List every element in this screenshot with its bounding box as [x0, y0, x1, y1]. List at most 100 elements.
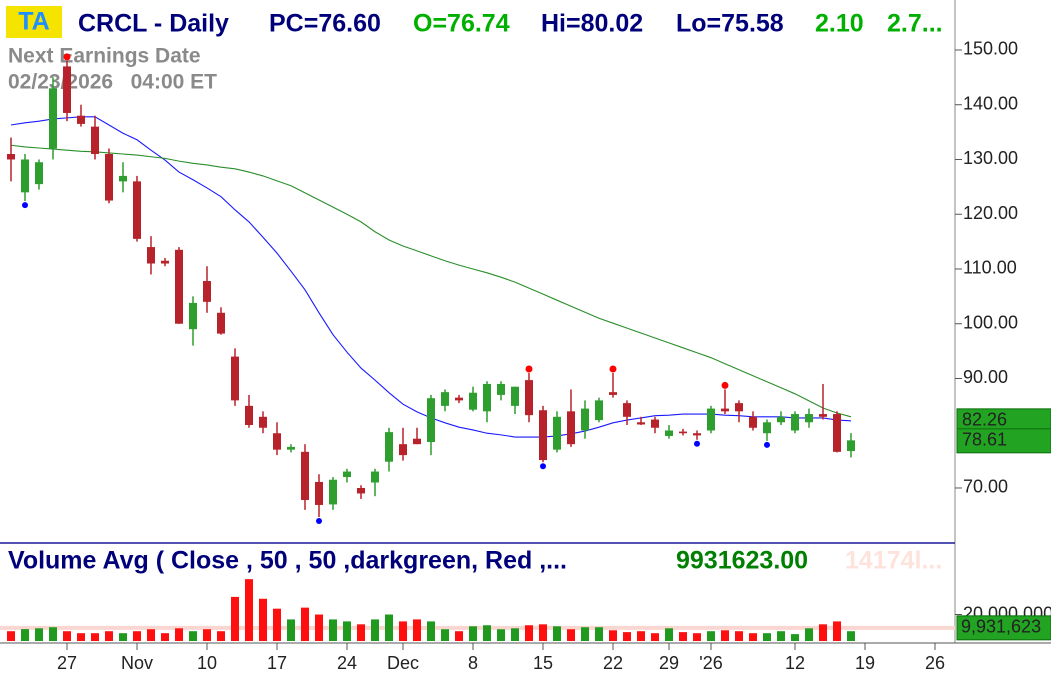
- candle-body: [763, 422, 771, 434]
- candle-body: [833, 414, 841, 452]
- y-tick-label: 90.00: [963, 367, 1008, 387]
- volume-bar: [819, 624, 827, 641]
- candle-body: [189, 302, 197, 330]
- low-value: Lo=75.58: [676, 10, 784, 38]
- y-tick-label: 70.00: [963, 477, 1008, 497]
- x-tick-label: 12: [785, 653, 805, 673]
- pivot-low-dot: [694, 440, 700, 447]
- change-percent: 2.7...: [887, 10, 943, 38]
- candle-body: [819, 414, 827, 417]
- candle-body: [707, 408, 715, 431]
- volume-bar: [315, 614, 323, 641]
- price-label: 82.26: [962, 410, 1007, 430]
- volume-bar: [259, 598, 267, 641]
- candle-body: [273, 433, 281, 450]
- y-tick-label: 150.00: [963, 39, 1018, 59]
- volume-bar: [469, 626, 477, 641]
- volume-bar: [455, 631, 463, 641]
- candle-body: [721, 408, 729, 412]
- candle-body: [175, 249, 183, 324]
- volume-bar: [301, 607, 309, 641]
- earnings-date: 02/23/2026 04:00 ET: [8, 71, 217, 94]
- pivot-high-dot: [721, 381, 729, 389]
- volume-bar: [665, 628, 673, 641]
- volume-bar: [203, 629, 211, 641]
- moving-average-line: [10, 144, 852, 418]
- candle-body: [581, 408, 589, 431]
- x-tick-label: 17: [267, 653, 287, 673]
- volume-bar: [245, 579, 253, 641]
- x-tick-label: Dec: [387, 653, 419, 673]
- candle-body: [371, 471, 379, 483]
- volume-avg-value: 9931623.00: [676, 547, 808, 575]
- symbol-title: CRCL - Daily: [78, 10, 229, 38]
- volume-bar: [343, 621, 351, 641]
- y-tick-label: 130.00: [963, 148, 1018, 168]
- volume-avg-axis-label: 9,931,623: [961, 617, 1041, 637]
- volume-bar: [791, 634, 799, 641]
- volume-bar: [273, 608, 281, 641]
- volume-bar: [679, 632, 687, 641]
- pivot-high-dot: [63, 53, 71, 61]
- candle-body: [525, 380, 533, 416]
- candle-body: [259, 416, 267, 428]
- candle-body: [511, 386, 519, 406]
- candle-body: [133, 181, 141, 239]
- volume-bar: [49, 627, 57, 641]
- price-label-box: [956, 428, 1051, 454]
- volume-bar: [63, 631, 71, 641]
- volume-bar: [413, 619, 421, 641]
- volume-bar: [147, 629, 155, 641]
- volume-bar: [329, 619, 337, 641]
- x-tick-label: 10: [197, 653, 217, 673]
- pivot-low-dot: [540, 463, 546, 470]
- x-tick-label: '26: [699, 653, 722, 673]
- pivot-high-dot: [609, 365, 617, 373]
- volume-bar: [21, 629, 29, 641]
- candle-body: [455, 397, 463, 401]
- volume-bar: [371, 619, 379, 641]
- candle-body: [91, 126, 99, 155]
- candle-body: [217, 312, 225, 334]
- candle-body: [735, 403, 743, 412]
- pivot-low-dot: [764, 441, 770, 448]
- pivot-low-dot: [316, 517, 322, 524]
- volume-bar: [749, 633, 757, 641]
- candle-body: [679, 431, 687, 434]
- volume-bar: [497, 629, 505, 641]
- candle-body: [665, 430, 673, 436]
- volume-bar: [35, 628, 43, 641]
- candle-body: [539, 410, 547, 461]
- volume-bar: [623, 632, 631, 641]
- volume-bar: [581, 627, 589, 641]
- candle-body: [623, 403, 631, 417]
- volume-bar: [707, 631, 715, 641]
- candle-body: [469, 392, 477, 410]
- volume-bar: [385, 614, 393, 641]
- candle-body: [21, 159, 29, 193]
- x-tick-label: 8: [468, 653, 478, 673]
- candle-body: [553, 416, 561, 450]
- pivot-high-dot: [525, 365, 533, 373]
- volume-avg-label-box: [956, 615, 1051, 641]
- volume-bar: [441, 629, 449, 641]
- candle-body: [343, 471, 351, 478]
- candle-body: [105, 154, 113, 201]
- volume-bar: [105, 631, 113, 641]
- candle-body: [161, 260, 169, 264]
- volume-bar: [553, 626, 561, 641]
- volume-bar: [357, 624, 365, 641]
- candle-body: [63, 66, 71, 113]
- volume-bar: [693, 633, 701, 641]
- x-tick-label: Nov: [121, 653, 153, 673]
- candle-body: [385, 432, 393, 462]
- candle-body: [637, 422, 645, 425]
- candle-body: [427, 398, 435, 442]
- x-tick-label: 22: [603, 653, 623, 673]
- candle-body: [231, 356, 239, 401]
- candle-body: [357, 487, 365, 494]
- candle-body: [301, 451, 309, 501]
- candle-body: [35, 162, 43, 185]
- volume-bar: [539, 624, 547, 641]
